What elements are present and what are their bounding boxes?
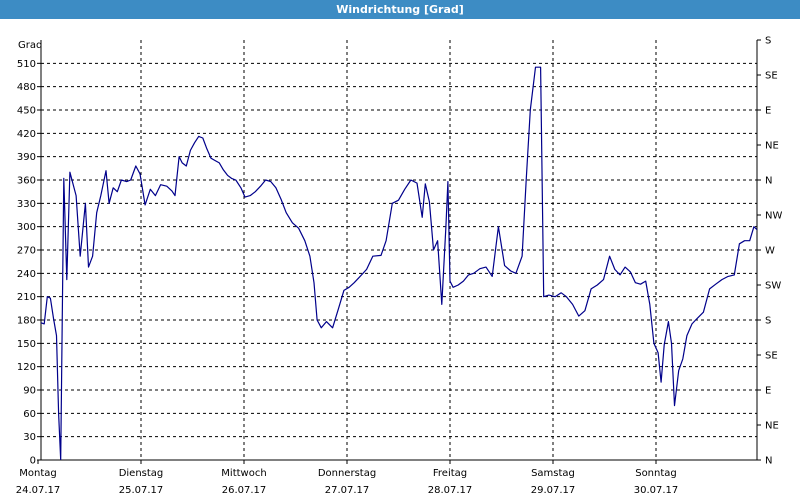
x-tick-day: Donnerstag <box>318 468 376 479</box>
x-tick-day: Freitag <box>433 468 467 479</box>
right-tick-label: N <box>765 176 772 187</box>
x-tick-day: Dienstag <box>119 468 164 479</box>
x-tick-day: Sonntag <box>635 468 677 479</box>
x-tick-day: Samstag <box>531 468 575 479</box>
x-tick-date: 30.07.17 <box>634 485 679 496</box>
y-tick-label: 120 <box>17 362 36 373</box>
right-tick-label: NW <box>765 211 782 222</box>
y-tick-label: 210 <box>17 292 36 303</box>
x-tick-day: Montag <box>19 468 56 479</box>
y-tick-label: 360 <box>17 176 36 187</box>
right-tick-label: SE <box>765 351 778 362</box>
y-tick-label: 180 <box>17 316 36 327</box>
wind-direction-line <box>41 66 757 460</box>
y-tick-label: 270 <box>17 246 36 257</box>
x-tick-day: Mittwoch <box>221 468 266 479</box>
y-tick-label: 90 <box>23 386 36 397</box>
x-tick-date: 25.07.17 <box>119 485 164 496</box>
right-tick-label: SW <box>765 281 781 292</box>
y-tick-label: 300 <box>17 222 36 233</box>
y-tick-label: 30 <box>23 432 36 443</box>
window-title: Windrichtung [Grad] <box>0 0 800 19</box>
y-tick-label: 60 <box>23 409 36 420</box>
y-tick-label: 390 <box>17 152 36 163</box>
y-tick-label: 150 <box>17 339 36 350</box>
right-tick-label: S <box>765 316 771 327</box>
x-tick-date: 24.07.17 <box>16 485 61 496</box>
x-tick-date: 28.07.17 <box>428 485 473 496</box>
y-tick-label: 330 <box>17 199 36 210</box>
right-tick-label: N <box>765 456 772 467</box>
x-tick-date: 26.07.17 <box>222 485 267 496</box>
right-tick-label: W <box>765 246 775 257</box>
y-tick-label: 450 <box>17 106 36 117</box>
right-tick-label: NE <box>765 421 779 432</box>
x-tick-date: 29.07.17 <box>531 485 576 496</box>
right-tick-label: SE <box>765 71 778 82</box>
right-tick-label: S <box>765 36 771 47</box>
y-axis-label: Grad <box>18 40 42 51</box>
right-tick-label: E <box>765 386 771 397</box>
y-tick-label: 240 <box>17 269 36 280</box>
wind-direction-chart: 0 30 60 90 120 150 180 210 240 270 300 330 360 390 420… <box>16 36 783 497</box>
y-tick-label: 510 <box>17 59 36 70</box>
y-tick-label: 0 <box>30 456 36 467</box>
x-tick-date: 27.07.17 <box>325 485 370 496</box>
y-tick-label: 480 <box>17 82 36 93</box>
right-tick-label: E <box>765 106 771 117</box>
y-tick-label: 420 <box>17 129 36 140</box>
right-tick-label: NE <box>765 141 779 152</box>
